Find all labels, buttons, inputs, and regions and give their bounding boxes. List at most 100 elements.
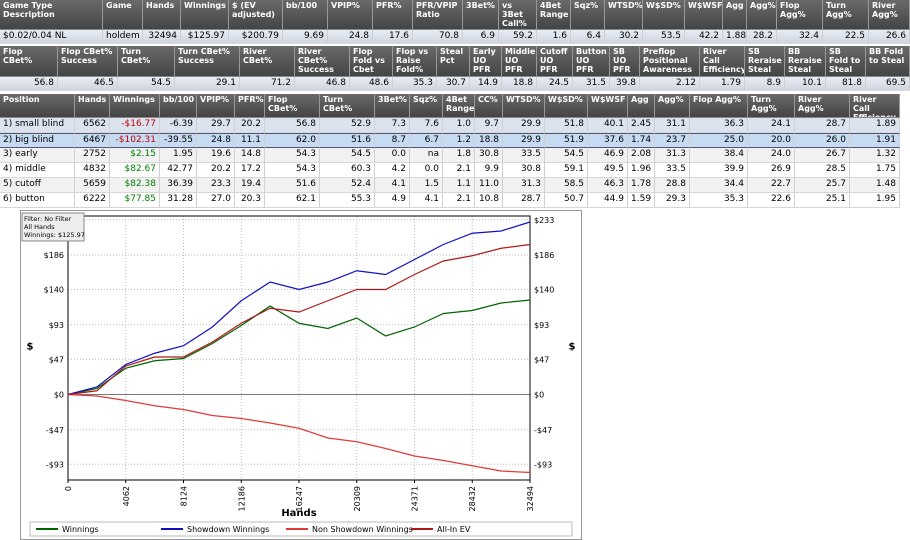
table-cell: -6.39 <box>160 118 197 133</box>
table-cell: 62.1 <box>265 193 320 208</box>
table-cell: 58.5 <box>545 178 588 193</box>
table-cell: 39.9 <box>690 163 748 178</box>
column-header: Turn CBet% <box>320 94 375 118</box>
table-cell: 51.8 <box>545 118 588 133</box>
table-cell: 20.3 <box>235 193 265 208</box>
table-cell: 14.9 <box>470 77 502 91</box>
column-header: PFR% <box>235 94 265 118</box>
table-cell: 8.9 <box>745 77 785 91</box>
table-cell: 1.2 <box>443 133 475 148</box>
y-tick-label: $0 <box>54 391 64 400</box>
table-cell: 20.0 <box>748 133 795 148</box>
y-tick-label: -$93 <box>46 460 64 469</box>
y-tick-label: $186 <box>44 251 64 260</box>
table-cell: 20.2 <box>235 118 265 133</box>
table-cell: 28.5 <box>795 163 850 178</box>
table-cell: 30.8 <box>475 148 503 163</box>
table-cell: 19.6 <box>197 148 235 163</box>
legend-label: Non Showdown Winnings <box>312 525 413 534</box>
column-header: VPIP% <box>197 94 235 118</box>
table-cell: $82.38 <box>110 178 160 193</box>
table-cell: 1.79 <box>700 77 745 91</box>
table-cell: 1.8 <box>443 148 475 163</box>
column-header: VPIP% <box>328 0 373 30</box>
table-cell: 46.8 <box>295 77 350 91</box>
column-header: Early UO PFR <box>470 46 502 77</box>
column-header: CC% <box>475 94 503 118</box>
table-cell: $125.97 <box>181 30 229 44</box>
column-header: River Call Efficiency <box>850 94 900 118</box>
column-header: WTSD% <box>605 0 643 30</box>
table-cell: 24.0 <box>748 148 795 163</box>
table-cell: 8.7 <box>375 133 410 148</box>
table-cell: 11.0 <box>475 178 503 193</box>
table-cell: 46.3 <box>588 178 628 193</box>
column-header: SB Fold to Steal <box>826 46 866 77</box>
table-cell: 29.9 <box>503 133 545 148</box>
table-cell: 9.7 <box>475 118 503 133</box>
table-cell: -$16.77 <box>110 118 160 133</box>
column-header: Turn CBet% Success <box>175 46 240 77</box>
table-cell: 6562 <box>75 118 110 133</box>
table-cell: 1.89 <box>850 118 900 133</box>
table-cell: 52.9 <box>320 118 375 133</box>
column-header: PFR% <box>373 0 413 30</box>
table-cell: 46.9 <box>588 148 628 163</box>
table-cell: 54.5 <box>545 148 588 163</box>
table-cell: 59.2 <box>499 30 537 44</box>
annotation: All Hands <box>24 223 55 231</box>
column-header: Agg <box>723 0 747 30</box>
table-cell: 22.5 <box>823 30 869 44</box>
y-axis-label: $ <box>27 342 34 353</box>
plot-frame <box>67 215 531 481</box>
table-cell: 9.69 <box>283 30 328 44</box>
table-cell: 1.59 <box>628 193 655 208</box>
column-header: W$SD% <box>545 94 588 118</box>
column-header: Hands <box>75 94 110 118</box>
table-cell: 30.2 <box>605 30 643 44</box>
table-cell: holdem <box>103 30 143 44</box>
x-tick-label: 24371 <box>411 486 420 511</box>
column-header: Button UO PFR <box>573 46 610 77</box>
table-cell: 30.8 <box>503 163 545 178</box>
table-cell: 2.45 <box>628 118 655 133</box>
column-header: Middle UO PFR <box>502 46 537 77</box>
column-header: Agg% <box>747 0 777 30</box>
table-cell: 4) middle <box>0 163 75 178</box>
table-cell: 3) early <box>0 148 75 163</box>
table-cell: 5) cutoff <box>0 178 75 193</box>
series-line <box>67 393 531 474</box>
table-cell: 38.4 <box>690 148 748 163</box>
table-cell: 28.8 <box>655 178 690 193</box>
table-cell: 56.8 <box>0 77 58 91</box>
table-cell: 35.3 <box>393 77 437 91</box>
table-cell: 31.3 <box>503 178 545 193</box>
table-cell: 6) button <box>0 193 75 208</box>
table-cell: 28.2 <box>747 30 777 44</box>
table-cell: 81.8 <box>826 77 866 91</box>
table-cell: 4.2 <box>375 163 410 178</box>
table-cell: 1.96 <box>628 163 655 178</box>
column-header: Turn CBet% <box>118 46 175 77</box>
table-cell: 7.3 <box>375 118 410 133</box>
table-cell: 2.12 <box>640 77 700 91</box>
table-cell: 1.48 <box>850 178 900 193</box>
table-cell: 42.2 <box>685 30 723 44</box>
table-cell: 55.3 <box>320 193 375 208</box>
table-cell: 44.9 <box>588 193 628 208</box>
column-header: Winnings <box>181 0 229 30</box>
table-cell: 1.74 <box>628 133 655 148</box>
annotation: Winnings: $125.97 <box>24 231 85 239</box>
table-cell: na <box>410 148 443 163</box>
table-cell: 2) big blind <box>0 133 75 148</box>
column-header: Agg% <box>655 94 690 118</box>
table-cell: 4832 <box>75 163 110 178</box>
table-cell: 24.8 <box>328 30 373 44</box>
table-cell: 0.0 <box>375 148 410 163</box>
table-cell: 30.7 <box>437 77 470 91</box>
y2-tick-label: $186 <box>534 251 554 260</box>
table-cell: 6.4 <box>571 30 605 44</box>
table-cell: 50.7 <box>545 193 588 208</box>
table-cell: 6.9 <box>463 30 499 44</box>
table-cell: 25.0 <box>690 133 748 148</box>
